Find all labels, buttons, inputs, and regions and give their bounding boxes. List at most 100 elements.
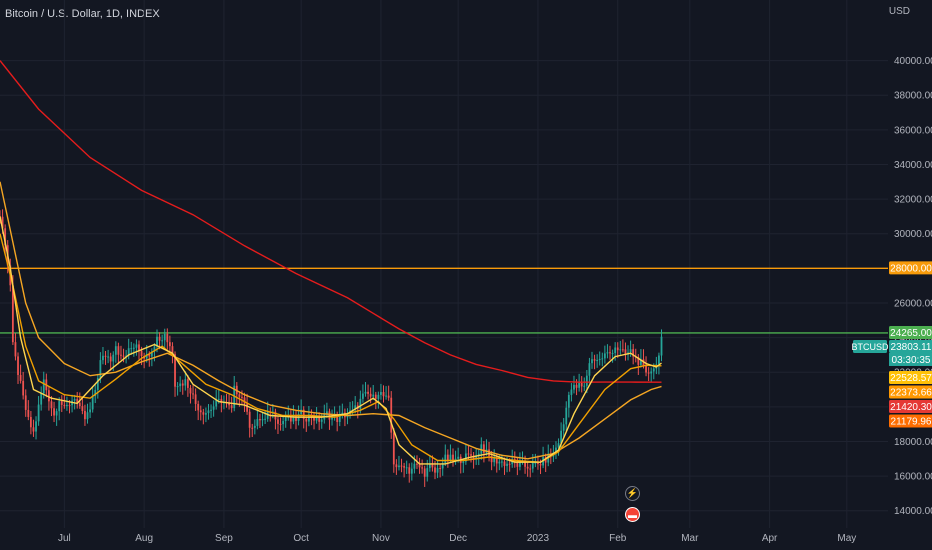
candle-body [292,415,295,422]
candle-body [315,416,318,421]
candle-body [202,412,205,415]
candle-body [392,432,395,465]
candle-body [120,354,122,356]
y-tick-label: 38000.00 [894,91,932,102]
candle-body [614,347,617,354]
tag-bg [889,399,932,413]
candle-body [279,423,282,425]
lightning-icon[interactable]: ⚡ [625,486,640,501]
candle-body [490,455,493,463]
candle-body [436,467,439,473]
candle-body [158,336,161,341]
candle-body [53,408,55,416]
candle-body [408,467,411,474]
x-tick-label: 2023 [527,533,550,544]
y-tick-label: 30000.00 [894,229,932,240]
candle-body [192,393,194,395]
candle-body [562,424,565,431]
candle-body [452,454,454,460]
candle-body [374,394,377,399]
candle-body [446,454,449,461]
candle-body [382,392,385,397]
candle-body [624,349,627,355]
candle-body [367,391,369,394]
candle-body [534,462,537,464]
candle-body [640,359,642,365]
candle-body [482,444,485,453]
candle-body [11,285,14,343]
candle-body [181,383,184,386]
candle-body [475,456,478,460]
candle-body [256,418,259,426]
x-tick-label: Jul [58,533,71,544]
candle-body [150,351,153,357]
x-tick-label: Sep [215,533,233,544]
candle-body [22,380,25,396]
candle-body [387,395,390,398]
candle-body [261,419,264,421]
candle-body [102,355,104,361]
candle-body [148,353,151,357]
candle-body [145,353,148,359]
candle-body [454,458,457,460]
tag-bg [889,339,932,353]
candle-body [68,404,71,406]
x-tick-label: Mar [681,533,699,544]
candle-body [341,412,344,415]
candle-body [305,418,308,422]
candle-body [650,371,653,374]
x-tick-label: Aug [135,533,153,544]
x-tick-label: Apr [762,533,778,544]
candle-body [24,395,27,410]
candle-body [405,467,408,469]
candle-body [194,394,197,404]
candle-body [593,359,596,361]
candle-body [243,397,246,404]
candle-body [377,394,380,399]
candle-body [439,467,442,469]
candle-body [168,342,171,347]
candle-body [176,386,179,388]
grid [0,0,888,528]
candle-body [416,463,418,465]
candle-body [498,461,501,464]
candle-body [63,404,66,407]
candle-body [519,461,521,467]
candle-body [197,403,200,411]
candle-body [441,463,444,469]
candle-body [189,387,192,394]
candle-body [307,414,310,422]
candle-body [156,336,158,347]
x-tick-label: Oct [293,533,309,544]
candle-body [462,461,465,464]
candle-body [573,384,575,390]
candle-body [428,464,431,469]
candle-body [398,465,400,468]
candle-body [186,379,189,388]
candle-body [380,392,382,395]
flag-icon[interactable]: ▬ [625,507,640,522]
x-tick-label: May [837,533,856,544]
candle-body [122,355,125,357]
time-axis: Jul Aug Sep Oct Nov Dec 2023 Feb Mar Apr May [58,533,856,544]
candle-body [609,352,611,354]
candle-body [501,461,503,463]
candle-body [578,383,581,388]
candle-body [621,349,624,351]
candle-body [215,399,218,407]
candle-body [212,406,215,410]
x-tick-label: Dec [449,533,467,544]
candle-body [434,467,436,473]
candle-body [372,394,375,397]
candle-body [555,447,557,453]
ma-price-tag: 21420.30 [889,399,932,413]
candle-body [557,443,560,448]
candle-body [230,405,233,409]
horizontal-levels [0,267,888,334]
candle-body [58,401,61,412]
last-price-tag: 23803.11 [889,339,932,353]
candle-body [40,393,43,405]
candle-body [96,378,99,390]
